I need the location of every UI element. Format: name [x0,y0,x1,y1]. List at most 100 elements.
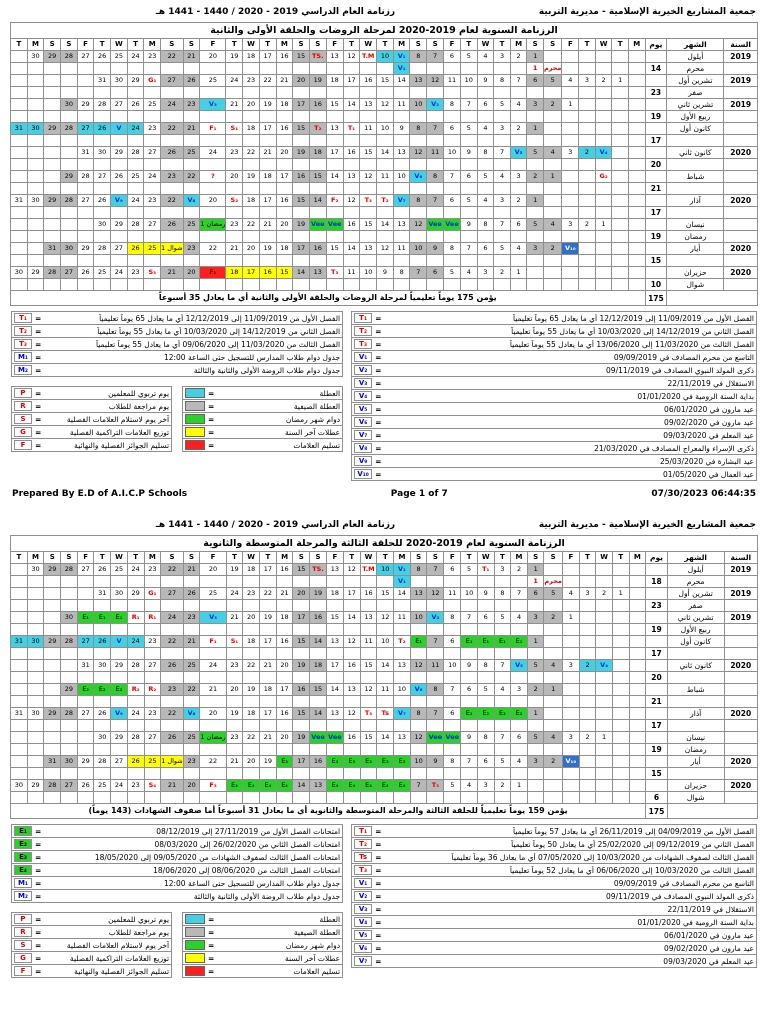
day-cell: 24 [199,659,227,672]
day-cell [259,647,277,660]
day-cell: 31 [76,146,95,159]
code-key-code: P [14,388,32,398]
day-cell: 3 [561,659,580,672]
day-cell: 16 [308,98,327,111]
day-cell: 29 [43,50,62,63]
equals-sign: = [208,914,215,924]
equals-sign: = [375,391,382,401]
year-col-header: السنة [723,38,758,51]
day-cell [292,182,310,195]
legend-2-container: الفصل الأول من 04/09/2019 إلى 26/11/2019… [10,824,758,978]
day-cell [561,743,580,756]
legend-code: Ts [354,852,373,862]
day-letter: T [578,551,597,564]
day-cell: 3 [561,146,580,159]
color-swatch [185,927,206,937]
day-cell [493,134,511,147]
day-letter: T [342,38,361,51]
day-cell: 17 [292,98,310,111]
day-cell: 6 [426,266,445,279]
day-cell [359,86,378,99]
day-cell [476,599,495,612]
day-cell [342,743,361,756]
equals-sign: = [208,427,215,437]
day-cell: 7 [459,98,478,111]
day-cell [359,575,378,588]
day-cell [392,254,411,267]
day-cell: V₄ [594,146,613,159]
legend-row: امتحانات الفصل الأول من 27/11/2019 إلى 0… [11,824,344,838]
day-cell [160,254,184,267]
day-cell [342,254,361,267]
day-cell [443,278,461,291]
equals-sign: = [375,404,382,414]
day-cell: 29 [110,218,128,231]
day-cell: 16 [359,587,378,600]
day-cell [561,206,580,219]
day-cell [110,791,128,804]
day-cell: 10 [376,50,394,63]
calendar-2-month-row: 31 30 29 28 27 26 V 24 23 22 21 F₁ S₁ 18 17 16 15 14 13 12 1… [10,635,759,648]
calendar-1-label-row: 20 [10,158,758,171]
day-cell: 2 [526,683,545,696]
day-cell [143,599,162,612]
day-cell: V₆ [409,170,428,183]
day-cell: 16 [359,74,378,87]
day-cell [199,62,227,75]
day-cell: E₄ [325,779,344,792]
day-letter: T [460,551,478,564]
day-letter: S [43,38,62,51]
year-cell: 2019 [723,74,758,87]
day-cell [578,134,596,147]
year-cell [723,671,759,684]
legend-text: عيد مارون في 09/02/2020 [664,417,754,427]
equals-sign: = [35,427,42,437]
day-cell: 15 [359,731,378,744]
day-cell: 29 [43,635,62,648]
day-letter: M [509,38,528,51]
day-cell [409,575,428,588]
day-cell: 13 [359,611,378,624]
day-cell [160,230,184,243]
day-cell: 30 [26,50,45,63]
day-cell: E₁ [110,611,128,624]
day-cell: 15 [376,587,395,600]
day-cell [526,110,544,123]
day-cell [143,182,162,195]
teaching-days-cell [645,563,668,576]
day-cell [26,731,45,744]
day-cell: 12 [376,242,394,255]
day-cell: S₄ [143,779,162,792]
day-cell [510,623,528,636]
day-cell: 20 [199,194,227,207]
legend-row: الاستقلال في 22/11/2019 = V₃ [351,902,757,916]
day-cell [628,755,647,768]
day-cell: 12 [342,50,361,63]
calendar-2-label-row: V₁ 1 محرم 18 محرم [10,575,759,588]
day-cell [60,206,78,219]
day-cell [292,62,310,75]
day-letter: S [182,38,201,51]
day-cell [459,278,478,291]
equals-sign: = [35,865,42,875]
day-cell [26,182,45,195]
day-cell [199,158,227,171]
day-cell: 6 [510,731,528,744]
day-cell [342,134,361,147]
month-name-cell: أيار [666,242,725,255]
day-cell [225,719,244,732]
day-cell [76,62,95,75]
day-cell [26,158,45,171]
day-cell [561,683,580,696]
day-cell [627,254,646,267]
day-cell: 5 [526,218,544,231]
day-cell: 23 [182,755,201,768]
day-cell [76,743,95,756]
day-cell [561,599,580,612]
legend-1-code-key: يوم تربوي للمعلمين = P يوم مراجعة للطلاب = R آ… [11,386,173,452]
teaching-days-cell: 20 [644,158,668,171]
day-cell [60,134,78,147]
day-cell [542,230,563,243]
day-cell: 16 [275,194,294,207]
day-cell [342,791,361,804]
